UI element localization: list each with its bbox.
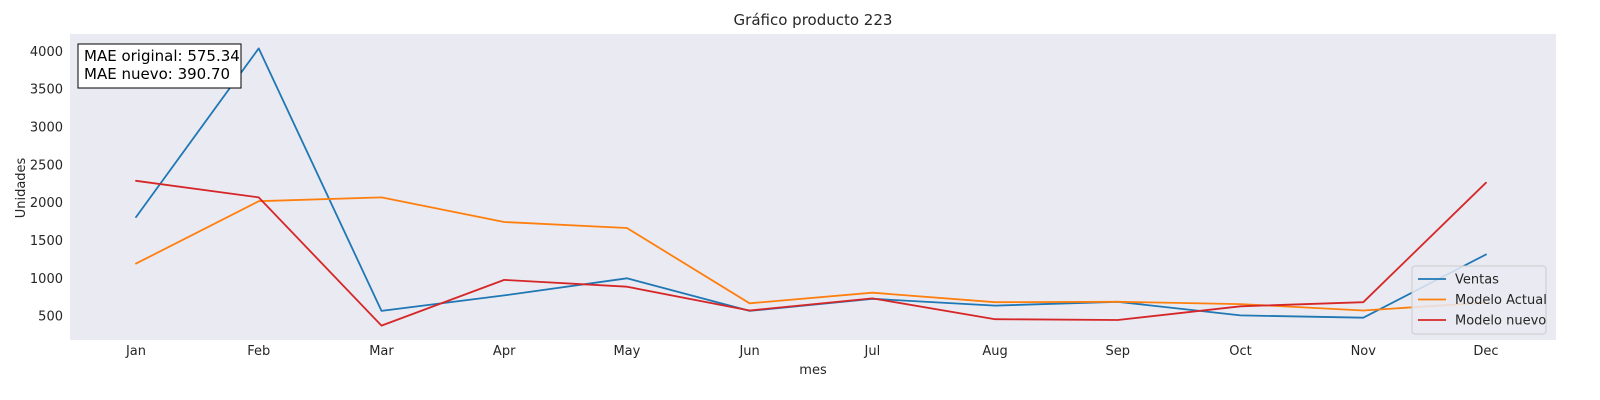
series-lines — [135, 47, 1487, 327]
y-tick-label: 1500 — [30, 234, 63, 249]
x-axis: Jan Feb Mar Apr May Jun Jul Aug Sep Oct Nov Dec — [125, 344, 1499, 359]
plot-area — [70, 34, 1556, 340]
series-line-modelo-nuevo — [135, 179, 1487, 327]
y-tick-label: 2000 — [30, 196, 63, 211]
x-tick-label: Nov — [1351, 344, 1377, 359]
legend-label-ventas: Ventas — [1455, 273, 1499, 288]
y-tick-label: 1000 — [30, 272, 63, 287]
y-tick-label: 500 — [38, 310, 63, 325]
x-tick-label: May — [613, 344, 640, 359]
y-tick-label: 4000 — [30, 45, 63, 60]
x-tick-label: Mar — [369, 344, 394, 359]
x-tick-label: Jul — [864, 344, 881, 359]
chart-title: Gráfico producto 223 — [734, 11, 893, 29]
x-axis-label: mes — [799, 363, 827, 378]
mae-annotation: MAE original: 575.34 MAE nuevo: 390.70 — [77, 43, 242, 89]
annotation-mae-original: MAE original: 575.34 — [84, 47, 240, 65]
x-tick-label: Jun — [738, 344, 759, 359]
x-tick-label: Jan — [125, 344, 146, 359]
x-tick-label: Sep — [1106, 344, 1131, 359]
legend: Ventas Modelo Actual Modelo nuevo — [1411, 265, 1547, 335]
annotation-mae-nuevo: MAE nuevo: 390.70 — [84, 65, 230, 83]
legend-label-modelo-nuevo: Modelo nuevo — [1455, 314, 1546, 329]
y-axis: 500 1000 1500 2000 2500 3000 3500 4000 — [30, 45, 63, 325]
legend-label-modelo-actual: Modelo Actual — [1455, 293, 1547, 308]
y-axis-label: Unidades — [14, 157, 29, 218]
legend-box — [1411, 265, 1547, 335]
y-tick-label: 2500 — [30, 158, 63, 173]
y-tick-label: 3500 — [30, 83, 63, 98]
annotation-box — [77, 43, 242, 89]
y-tick-label: 3000 — [30, 121, 63, 136]
x-tick-label: Oct — [1229, 344, 1251, 359]
x-tick-label: Aug — [982, 344, 1007, 359]
x-tick-label: Feb — [247, 344, 270, 359]
x-tick-label: Apr — [493, 344, 516, 359]
x-tick-label: Dec — [1473, 344, 1498, 359]
